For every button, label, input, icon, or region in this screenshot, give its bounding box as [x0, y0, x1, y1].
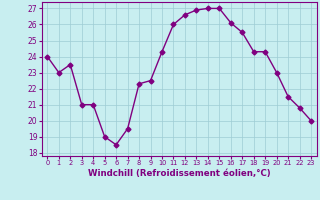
X-axis label: Windchill (Refroidissement éolien,°C): Windchill (Refroidissement éolien,°C): [88, 169, 270, 178]
